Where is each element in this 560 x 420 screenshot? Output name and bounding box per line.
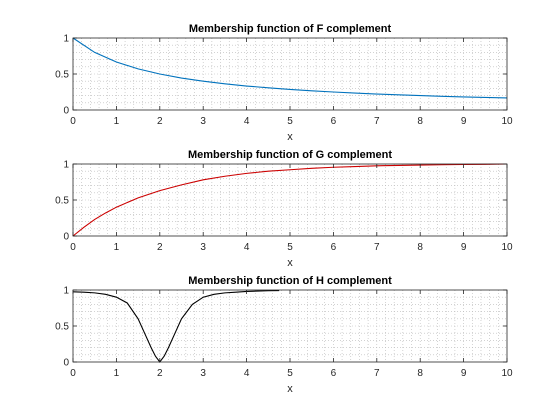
x-tick-label: 1 (114, 242, 120, 253)
x-tick-label: 9 (461, 116, 467, 127)
x-tick-label: 4 (244, 116, 250, 127)
y-tick-label: 0.5 (55, 70, 69, 81)
x-tick-label: 3 (200, 116, 206, 127)
x-tick-label: 6 (331, 242, 337, 253)
y-tick-label: 0 (63, 106, 69, 117)
x-tick-label: 1 (114, 116, 120, 127)
x-tick-label: 8 (417, 368, 423, 379)
x-tick-label: 10 (501, 368, 513, 379)
chart-title: Membership function of H complement (188, 275, 392, 287)
subplot-3: 0 1 2 3 4 5 6 7 8 9 10 0 0.5 1 Membership function of … (55, 275, 513, 395)
chart-title: Membership function of F complement (189, 23, 392, 35)
x-tick-label: 0 (70, 116, 76, 127)
x-tick-label: 0 (70, 242, 76, 253)
x-tick-label: 1 (114, 368, 120, 379)
chart-title: Membership function of G complement (188, 149, 392, 161)
x-tick-label: 4 (244, 242, 250, 253)
x-tick-label: 6 (331, 116, 337, 127)
minor-grid (73, 164, 507, 236)
series-line (72, 290, 280, 363)
y-tick-label: 0 (63, 232, 69, 243)
series-line (72, 37, 508, 99)
x-tick-label: 7 (374, 242, 380, 253)
x-tick-label: 7 (374, 368, 380, 379)
x-tick-label: 2 (157, 368, 163, 379)
x-tick-label: 3 (200, 242, 206, 253)
x-tick-label: 2 (157, 116, 163, 127)
y-tick-label: 1 (63, 286, 69, 297)
y-tick-label: 0 (63, 358, 69, 369)
series-line (72, 163, 508, 237)
x-tick-label: 6 (331, 368, 337, 379)
x-tick-label: 5 (287, 368, 293, 379)
y-tick-label: 0.5 (55, 196, 69, 207)
x-tick-label: 10 (501, 116, 513, 127)
y-tick-label: 1 (63, 34, 69, 45)
y-tick-label: 1 (63, 160, 69, 171)
x-tick-label: 2 (157, 242, 163, 253)
x-tick-label: 9 (461, 368, 467, 379)
x-axis-label: x (287, 131, 293, 143)
x-tick-label: 3 (200, 368, 206, 379)
minor-grid (73, 290, 507, 362)
x-axis-label: x (287, 257, 293, 269)
x-tick-label: 5 (287, 242, 293, 253)
x-tick-label: 4 (244, 368, 250, 379)
x-tick-label: 7 (374, 116, 380, 127)
x-tick-label: 10 (501, 242, 513, 253)
subplot-2: 0 1 2 3 4 5 6 7 8 9 10 0 0.5 1 Membership function of … (55, 149, 513, 269)
x-tick-label: 0 (70, 368, 76, 379)
x-tick-label: 8 (417, 116, 423, 127)
subplot-1: 0 1 2 3 4 5 6 7 8 9 10 0 0.5 1 Membership function of … (55, 23, 513, 143)
x-tick-label: 9 (461, 242, 467, 253)
x-tick-label: 8 (417, 242, 423, 253)
x-axis-label: x (287, 383, 293, 395)
x-tick-label: 5 (287, 116, 293, 127)
y-tick-label: 0.5 (55, 322, 69, 333)
